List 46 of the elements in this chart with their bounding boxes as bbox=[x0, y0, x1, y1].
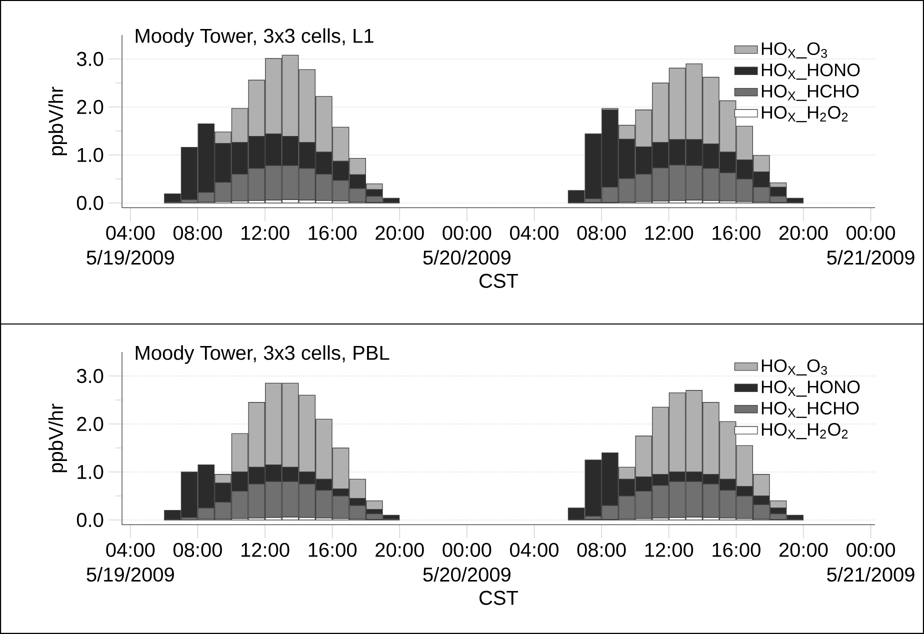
x-tick-label: 16:00 bbox=[712, 226, 760, 240]
chart-title: Moody Tower, 3x3 cells, L1 bbox=[136, 28, 374, 47]
legend-label: HO$_{X}$_HCHO bbox=[762, 84, 859, 101]
y-axis-title: ppbV/hr bbox=[48, 404, 67, 472]
y-tick-label: 3.0 bbox=[76, 52, 104, 66]
x-tick-label: 00:00 5/21/2009 bbox=[827, 542, 914, 582]
y-tick-label: 3.0 bbox=[76, 368, 104, 384]
x-tick-label: 12:00 bbox=[645, 226, 694, 240]
legend-label: HO$_{X}$_H$_{2}$O$_{2}$ bbox=[762, 106, 848, 122]
x-tick-label: 08:00 bbox=[577, 542, 626, 557]
x-tick-label: 08:00 bbox=[173, 542, 222, 557]
x-axis-title: CST bbox=[480, 590, 518, 605]
x-tick-label: 20:00 bbox=[376, 542, 424, 557]
legend-label: HO$_{X}$_HONO bbox=[762, 380, 860, 397]
y-axis-title: ppbV/hr bbox=[48, 86, 67, 156]
y-tick-label: 1.0 bbox=[78, 148, 104, 162]
x-tick-label: 00:00 5/21/2009 bbox=[827, 226, 914, 265]
x-tick-label: 16:00 bbox=[308, 542, 357, 557]
x-tick-label: 04:00 bbox=[510, 226, 558, 240]
y-tick-label: 2.0 bbox=[77, 100, 104, 114]
y-tick-label: 0.0 bbox=[76, 512, 104, 528]
y-tick-label: 0.0 bbox=[76, 196, 104, 210]
legend-label: HO$_{X}$_O$_{3}$ bbox=[762, 359, 828, 376]
chart-title: Moody Tower, 3x3 cells, PBL bbox=[136, 345, 390, 364]
x-tick-label: 20:00 bbox=[779, 226, 828, 240]
x-tick-label: 08:00 bbox=[577, 226, 626, 240]
y-tick-label: 2.0 bbox=[77, 416, 104, 432]
legend-label: HO$_{X}$_H$_{2}$O$_{2}$ bbox=[762, 423, 848, 440]
x-axis-title: CST bbox=[480, 274, 518, 288]
y-tick-label: 1.0 bbox=[78, 464, 104, 480]
x-tick-label: 16:00 bbox=[712, 542, 760, 557]
x-tick-label: 12:00 bbox=[645, 542, 694, 557]
x-tick-label: 20:00 bbox=[376, 226, 424, 240]
x-tick-label: 16:00 bbox=[308, 226, 357, 240]
legend-label: HO$_{X}$_O$_{3}$ bbox=[762, 42, 828, 58]
x-tick-label: 04:00 bbox=[510, 542, 558, 557]
x-tick-label: 20:00 bbox=[779, 542, 828, 557]
x-tick-label: 00:00 5/20/2009 bbox=[423, 542, 510, 582]
legend-label: HO$_{X}$_HONO bbox=[762, 64, 860, 80]
x-tick-label: 12:00 bbox=[242, 542, 290, 557]
x-tick-label: 04:00 5/19/2009 bbox=[86, 226, 174, 265]
x-tick-label: 00:00 5/20/2009 bbox=[423, 226, 510, 265]
x-tick-label: 04:00 5/19/2009 bbox=[86, 542, 174, 582]
x-tick-label: 12:00 bbox=[242, 226, 290, 240]
x-tick-label: 08:00 bbox=[173, 226, 222, 240]
legend-label: HO$_{X}$_HCHO bbox=[762, 402, 859, 418]
